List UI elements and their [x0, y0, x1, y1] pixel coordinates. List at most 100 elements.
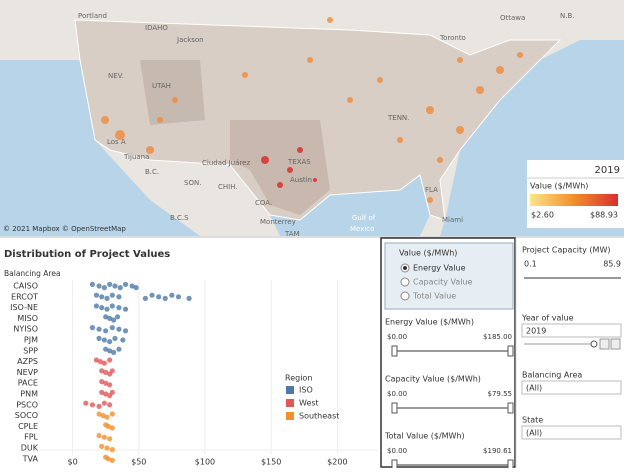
dot [115, 314, 121, 320]
dot [104, 445, 110, 451]
legend-swatch [286, 399, 294, 407]
map-label: Portland [78, 12, 107, 20]
map-label: Jackson [176, 36, 204, 44]
category-label: FPL [24, 433, 38, 442]
dot [107, 436, 113, 442]
year-value: 2019 [526, 327, 546, 336]
slider-handle[interactable] [507, 345, 514, 357]
dot [175, 294, 182, 300]
dot [99, 294, 105, 300]
radio[interactable] [400, 291, 410, 301]
slider-min: $0.00 [387, 390, 407, 398]
dot [156, 294, 162, 300]
dot [103, 391, 109, 397]
slider-handle[interactable] [590, 340, 598, 348]
legend-label: West [299, 399, 319, 408]
dot [83, 400, 89, 406]
dot [186, 295, 192, 301]
slider-handle[interactable] [391, 345, 398, 357]
dot [104, 414, 110, 420]
dot [96, 433, 102, 439]
filter-title: Year of value [521, 314, 574, 323]
dot [96, 283, 102, 289]
slider-handle[interactable] [391, 402, 398, 414]
category-label: PJM [24, 336, 38, 345]
dot [120, 337, 126, 343]
dot [109, 457, 115, 463]
next-button[interactable] [610, 338, 621, 350]
dot [99, 389, 105, 395]
dot [103, 346, 109, 352]
dot [96, 403, 102, 409]
category-label: PSCO [16, 400, 38, 409]
dot [107, 357, 113, 363]
dropdown[interactable] [521, 425, 622, 440]
map-label: CHIH. [218, 183, 238, 191]
dot [109, 447, 115, 453]
map-label: Gulf of [352, 214, 376, 222]
slider-title: Capacity Value ($/MWh) [385, 375, 481, 384]
dot [109, 411, 115, 417]
category-label: CAISO [13, 282, 38, 291]
dot [112, 335, 118, 341]
pacific [0, 60, 200, 236]
slider-handle[interactable] [507, 402, 514, 414]
legend-swatch [286, 412, 294, 420]
dot [89, 402, 96, 408]
dot [107, 339, 113, 345]
dot [89, 325, 96, 331]
map-label: Mexico [350, 225, 374, 233]
map-label: COA. [255, 199, 272, 207]
dot [96, 411, 102, 417]
slider-min: $0.00 [387, 447, 407, 455]
slider-handle[interactable] [391, 459, 398, 471]
prev-button[interactable] [599, 338, 610, 350]
slider-min: $0.00 [387, 333, 407, 341]
category-label: SPP [23, 346, 38, 355]
dot [117, 285, 123, 291]
dot [122, 306, 129, 312]
dot [96, 326, 102, 332]
dot [111, 317, 117, 323]
x-tick-label: $200 [327, 458, 347, 467]
dot [109, 325, 115, 331]
category-label: MISO [17, 314, 38, 323]
texas-dots [261, 147, 317, 188]
legend-title: Region [285, 374, 312, 383]
dot [101, 400, 107, 406]
dot [99, 443, 105, 449]
dot [93, 357, 100, 363]
category-label: ERCOT [11, 292, 38, 301]
radio-label: Total Value [412, 292, 456, 301]
category-label: PACE [18, 379, 38, 388]
dot [101, 337, 107, 343]
dot [101, 434, 107, 440]
radio-label: Energy Value [413, 264, 466, 273]
legend-year: 2019 [595, 165, 620, 176]
category-label: TVA [22, 454, 39, 463]
map-label: SON. [184, 179, 201, 187]
dot [89, 281, 96, 287]
dot [116, 305, 122, 311]
x-tick-label: $0 [67, 458, 77, 467]
map-label: Monterrey [260, 218, 296, 226]
radio[interactable] [400, 277, 410, 287]
map-label: B.C.S [170, 214, 189, 222]
dot [93, 292, 100, 298]
category-label: NEVP [17, 368, 39, 377]
map-label: Miami [442, 216, 463, 224]
map-label: UTAH [152, 82, 171, 90]
dot [99, 368, 105, 374]
dropdown[interactable] [521, 380, 622, 395]
dot [107, 402, 113, 408]
year-input[interactable] [521, 323, 622, 338]
dot [112, 283, 118, 289]
map-label: TENN. [387, 114, 409, 122]
dot [93, 303, 100, 309]
dot [116, 346, 122, 352]
dot [97, 359, 103, 365]
dot [109, 389, 115, 395]
slider-handle[interactable] [507, 459, 514, 471]
map-label: IDAHO [145, 24, 168, 32]
dot [101, 285, 107, 291]
